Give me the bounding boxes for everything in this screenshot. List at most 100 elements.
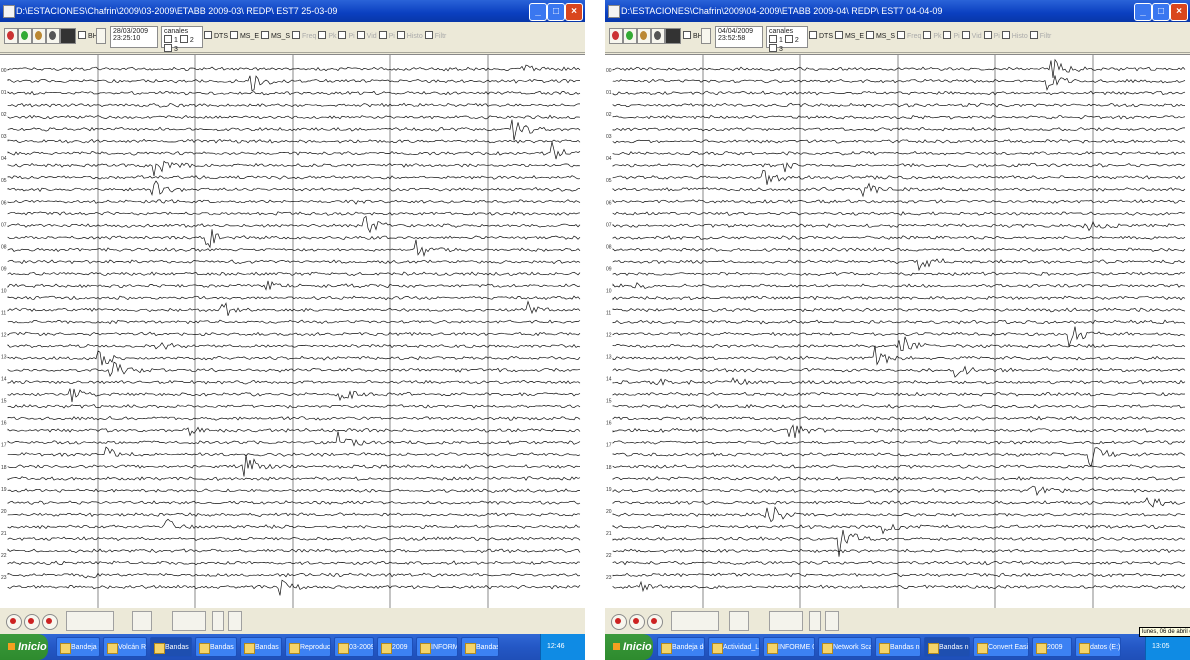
task-item[interactable]: Bandas new (150, 637, 192, 657)
vid-checkbox[interactable] (356, 31, 365, 39)
task-item[interactable]: Bandas new (875, 637, 921, 657)
pick-tools[interactable] (671, 611, 719, 631)
prev-button[interactable] (24, 614, 40, 630)
seismic-trace (7, 331, 581, 337)
trace-label: 15 (1, 399, 7, 405)
zoom-in-icon[interactable] (18, 28, 32, 44)
save-icon[interactable] (665, 28, 681, 44)
task-item[interactable]: Reproducti... (285, 637, 331, 657)
list-icon[interactable] (701, 28, 711, 44)
apply-button[interactable] (172, 611, 206, 631)
seismic-trace (7, 102, 581, 108)
prev-button[interactable] (629, 614, 645, 630)
seismic-trace (612, 560, 1186, 566)
ms-e-checkbox[interactable] (834, 31, 843, 39)
minimize-button[interactable]: _ (1134, 3, 1152, 21)
close-button[interactable]: × (1170, 3, 1188, 21)
bhp-checkbox[interactable] (683, 31, 691, 39)
histo-checkbox[interactable] (1001, 31, 1010, 39)
print-icon[interactable] (651, 28, 665, 44)
datetime-value: 04/04/2009 23:52:58 (718, 28, 754, 42)
title-bar[interactable]: D:\ESTACIONES\Chafrin\2009\04-2009\ETABB… (605, 0, 1190, 22)
seismic-trace (612, 377, 1186, 386)
stop-button[interactable] (611, 614, 627, 630)
close-button[interactable]: × (565, 3, 583, 21)
title-bar[interactable]: D:\ESTACIONES\Chafrin\2009\03-2009\ETABB… (0, 0, 585, 22)
vid-checkbox[interactable] (961, 31, 970, 39)
channel-2-radio[interactable] (784, 35, 793, 43)
list-icon[interactable] (96, 28, 106, 44)
task-item[interactable]: Bandas (461, 637, 499, 657)
ms-s-checkbox[interactable] (260, 31, 269, 39)
amplitude-spinner[interactable] (729, 611, 749, 631)
histo-checkbox[interactable] (396, 31, 405, 39)
zoom-out-icon[interactable] (637, 28, 651, 44)
task-item[interactable]: 2009 (377, 637, 413, 657)
trace-label: 01 (1, 90, 7, 96)
pi2-checkbox[interactable] (983, 31, 992, 39)
task-item[interactable]: datos (E:) (1075, 637, 1121, 657)
channel-1-radio[interactable] (769, 35, 777, 43)
maximize-button[interactable]: □ (1152, 3, 1170, 21)
filtr-checkbox[interactable] (1029, 31, 1038, 39)
dts-checkbox[interactable] (204, 31, 212, 39)
dts-checkbox[interactable] (809, 31, 817, 39)
notes-icon[interactable] (228, 611, 242, 631)
ms-s-checkbox[interactable] (865, 31, 874, 39)
pick-tools[interactable] (66, 611, 114, 631)
save-icon[interactable] (60, 28, 76, 44)
start-button[interactable]: Inicio (605, 634, 653, 660)
seismic-trace (7, 64, 581, 72)
seismogram-plot[interactable]: 00 01 02 03 04 05 06 07 08 09 10 11 12 13 14 15 16 17 18 19… (605, 54, 1190, 609)
seismogram-window-left: D:\ESTACIONES\Chafrin\2009\03-2009\ETABB… (0, 0, 585, 660)
minimize-button[interactable]: _ (529, 3, 547, 21)
task-item[interactable]: Convert Easily C... (973, 637, 1029, 657)
task-item[interactable]: Bandeja de e... (56, 637, 100, 657)
zoom-in-icon[interactable] (623, 28, 637, 44)
task-item[interactable]: Bandeja de ent... (657, 637, 705, 657)
task-item[interactable]: INFORME 05_20... (763, 637, 815, 657)
pk-checkbox[interactable] (318, 31, 327, 39)
pi-checkbox[interactable] (943, 31, 952, 39)
pk-checkbox[interactable] (923, 31, 932, 39)
next-button[interactable] (42, 614, 58, 630)
freq-checkbox[interactable] (291, 31, 300, 39)
channel-2-radio[interactable] (179, 35, 188, 43)
task-item[interactable]: Bandas new (240, 637, 282, 657)
channel-1-radio[interactable] (164, 35, 172, 43)
open-icon[interactable] (4, 28, 18, 44)
task-item[interactable]: 03-2009 (334, 637, 374, 657)
seismogram-plot[interactable]: 00 01 02 03 04 05 06 07 08 09 10 11 12 13 14 15 16 17 18 19… (0, 54, 585, 609)
notes-icon[interactable] (825, 611, 839, 631)
start-button[interactable]: Inicio (0, 634, 48, 660)
task-item[interactable]: Network Scanner (818, 637, 872, 657)
filtr-checkbox[interactable] (424, 31, 433, 39)
freq-checkbox[interactable] (896, 31, 905, 39)
trace-label: 19 (1, 487, 7, 493)
open-icon[interactable] (609, 28, 623, 44)
zoom-out-icon[interactable] (32, 28, 46, 44)
task-item[interactable]: Bandas new (924, 637, 970, 657)
apply-button[interactable] (769, 611, 803, 631)
pi-checkbox[interactable] (338, 31, 347, 39)
seismic-trace (612, 336, 1186, 352)
task-item[interactable]: Actividad_Llama... (708, 637, 760, 657)
task-item[interactable]: Bandas new (195, 637, 237, 657)
bhp-checkbox[interactable] (78, 31, 86, 39)
pi2-checkbox[interactable] (378, 31, 387, 39)
maximize-button[interactable]: □ (547, 3, 565, 21)
ms-e-checkbox[interactable] (229, 31, 238, 39)
channel-3-radio[interactable] (769, 44, 777, 52)
amplitude-spinner[interactable] (132, 611, 152, 631)
ms-e-label: MS_E (239, 33, 260, 40)
task-item[interactable]: INFORME R... (416, 637, 458, 657)
task-item[interactable]: 2009 (1032, 637, 1072, 657)
datetime-field[interactable]: 28/03/2009 23:25:10 (110, 26, 158, 48)
next-button[interactable] (647, 614, 663, 630)
channel-3-radio[interactable] (164, 44, 172, 52)
print-icon[interactable] (46, 28, 60, 44)
task-item[interactable]: Volcán Ribe... (103, 637, 147, 657)
freq-label: Freq (906, 33, 922, 40)
datetime-field[interactable]: 04/04/2009 23:52:58 (715, 26, 763, 48)
stop-button[interactable] (6, 614, 22, 630)
